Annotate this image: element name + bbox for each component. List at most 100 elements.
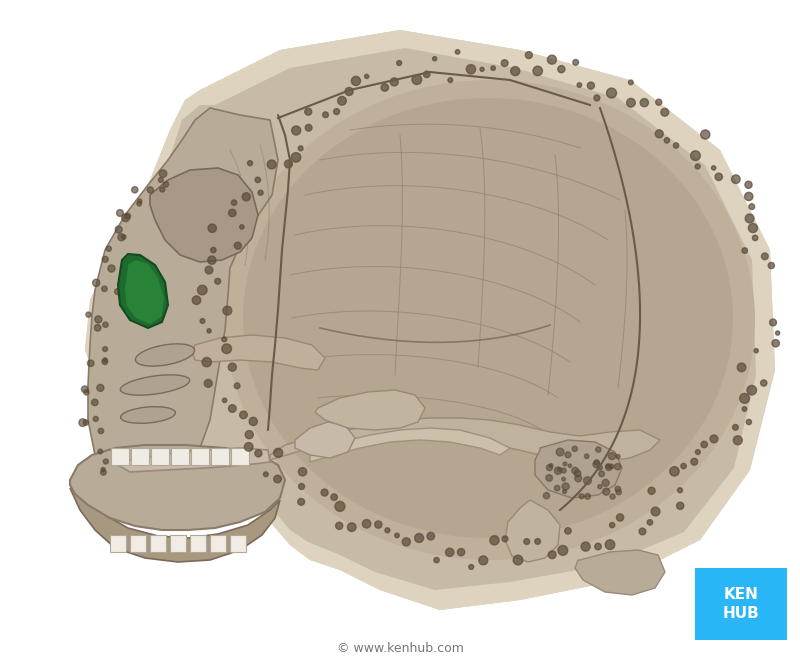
Circle shape	[446, 548, 454, 556]
Polygon shape	[315, 390, 425, 430]
Circle shape	[639, 528, 646, 535]
Circle shape	[117, 210, 123, 216]
Circle shape	[701, 442, 707, 448]
Circle shape	[740, 393, 750, 403]
Polygon shape	[310, 428, 510, 462]
Circle shape	[365, 74, 369, 78]
Polygon shape	[151, 448, 169, 465]
Circle shape	[223, 306, 232, 315]
Circle shape	[160, 187, 165, 192]
Circle shape	[513, 555, 523, 565]
Circle shape	[616, 489, 622, 495]
Polygon shape	[130, 535, 146, 552]
Circle shape	[298, 483, 305, 489]
Circle shape	[198, 285, 207, 295]
Circle shape	[690, 151, 700, 160]
Circle shape	[614, 463, 621, 470]
Circle shape	[594, 95, 600, 101]
Circle shape	[222, 337, 226, 342]
Circle shape	[575, 475, 582, 482]
Circle shape	[677, 502, 684, 509]
Circle shape	[701, 130, 710, 139]
Circle shape	[479, 556, 488, 565]
Circle shape	[207, 329, 211, 333]
Circle shape	[748, 223, 758, 233]
Polygon shape	[85, 30, 775, 610]
Circle shape	[546, 475, 553, 481]
Circle shape	[240, 225, 244, 229]
Circle shape	[768, 263, 774, 269]
Circle shape	[587, 82, 594, 89]
Circle shape	[94, 324, 101, 331]
Polygon shape	[103, 48, 756, 590]
Circle shape	[558, 467, 561, 471]
Ellipse shape	[225, 80, 755, 560]
Circle shape	[648, 487, 655, 495]
Circle shape	[147, 187, 154, 193]
Polygon shape	[295, 422, 355, 458]
Polygon shape	[125, 260, 164, 324]
Circle shape	[455, 50, 460, 54]
Circle shape	[711, 166, 716, 170]
Circle shape	[746, 214, 754, 223]
Circle shape	[562, 477, 566, 481]
Circle shape	[565, 452, 571, 458]
Circle shape	[448, 78, 453, 82]
Circle shape	[742, 406, 746, 411]
Circle shape	[414, 534, 423, 542]
Circle shape	[114, 288, 121, 294]
Circle shape	[681, 463, 686, 469]
Polygon shape	[231, 448, 249, 465]
Circle shape	[480, 67, 484, 72]
Circle shape	[615, 486, 621, 492]
Circle shape	[762, 253, 768, 260]
Circle shape	[562, 489, 566, 493]
Circle shape	[490, 536, 499, 545]
Circle shape	[594, 543, 602, 550]
Circle shape	[298, 467, 306, 476]
Circle shape	[244, 442, 253, 452]
Circle shape	[205, 266, 213, 274]
Circle shape	[554, 467, 562, 474]
Circle shape	[322, 112, 328, 117]
Circle shape	[772, 339, 779, 347]
Polygon shape	[150, 535, 166, 552]
Circle shape	[655, 130, 663, 138]
Ellipse shape	[243, 98, 733, 538]
Circle shape	[101, 467, 106, 471]
Circle shape	[234, 242, 242, 249]
Polygon shape	[210, 535, 226, 552]
Circle shape	[502, 536, 508, 542]
Circle shape	[158, 178, 163, 182]
Circle shape	[573, 60, 578, 65]
Text: © www.kenhub.com: © www.kenhub.com	[337, 642, 463, 654]
Circle shape	[258, 190, 263, 196]
Circle shape	[390, 78, 398, 86]
Circle shape	[598, 485, 602, 489]
Circle shape	[245, 430, 254, 439]
Ellipse shape	[120, 375, 190, 395]
Circle shape	[577, 83, 582, 88]
Polygon shape	[505, 500, 560, 562]
Circle shape	[98, 428, 104, 434]
Circle shape	[91, 399, 98, 406]
Circle shape	[347, 523, 356, 532]
Circle shape	[159, 170, 167, 178]
Circle shape	[617, 514, 624, 521]
Circle shape	[469, 564, 474, 570]
Circle shape	[381, 84, 389, 91]
Circle shape	[745, 192, 753, 201]
Polygon shape	[192, 335, 325, 370]
Circle shape	[561, 468, 566, 473]
Circle shape	[249, 417, 258, 426]
Circle shape	[563, 462, 567, 466]
Circle shape	[733, 424, 738, 430]
Circle shape	[305, 108, 312, 115]
Circle shape	[229, 404, 236, 412]
Circle shape	[362, 520, 371, 528]
Circle shape	[374, 521, 382, 528]
Circle shape	[291, 152, 301, 162]
Circle shape	[192, 296, 201, 304]
Circle shape	[82, 386, 88, 392]
Circle shape	[583, 477, 591, 485]
